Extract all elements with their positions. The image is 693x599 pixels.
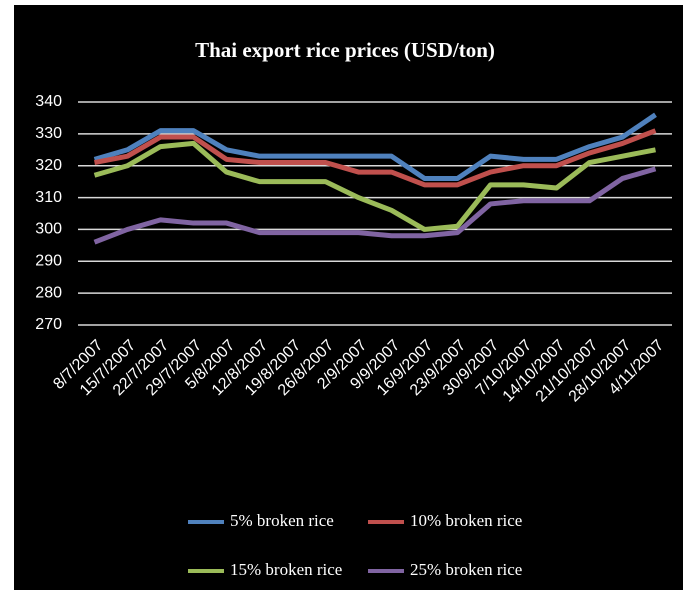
y-tick-label: 300 <box>35 221 62 238</box>
legend-label: 5% broken rice <box>230 511 334 530</box>
y-tick-label: 340 <box>35 93 62 110</box>
y-tick-label: 280 <box>35 284 62 301</box>
chart-title: Thai export rice prices (USD/ton) <box>195 38 495 62</box>
series-line <box>94 128 657 188</box>
y-tick-label: 310 <box>35 189 62 206</box>
y-tick-label: 270 <box>35 316 62 333</box>
legend-label: 25% broken rice <box>410 560 522 579</box>
legend-label: 10% broken rice <box>410 511 522 530</box>
y-tick-label: 330 <box>35 125 62 142</box>
y-tick-label: 320 <box>35 157 62 174</box>
legend-label: 15% broken rice <box>230 560 342 579</box>
y-tick-label: 290 <box>35 253 62 270</box>
series-line <box>93 140 656 232</box>
series-line <box>93 112 657 181</box>
background <box>14 5 683 590</box>
series-line <box>93 166 657 245</box>
